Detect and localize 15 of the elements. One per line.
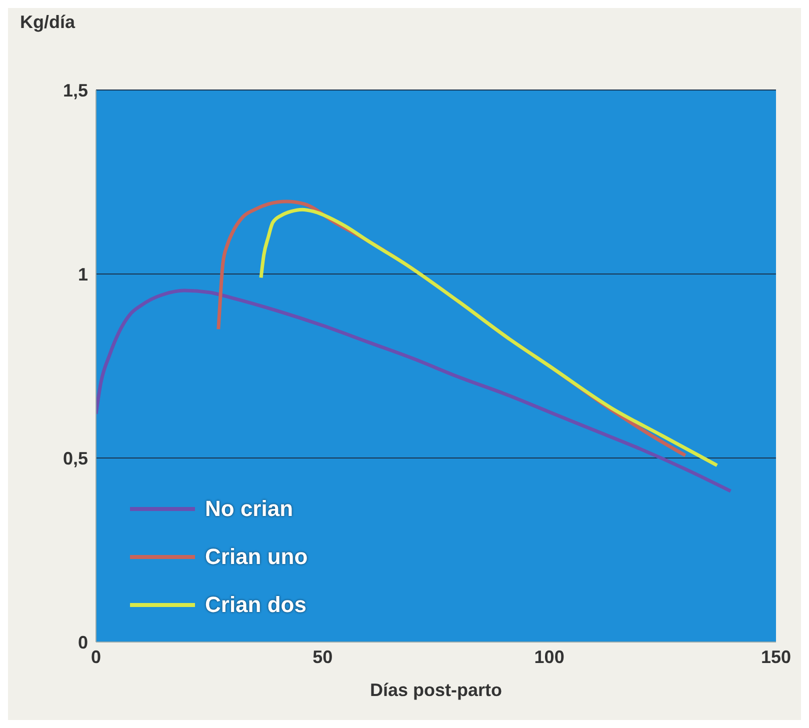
x-tick-label: 0 xyxy=(90,646,102,667)
legend-label: Crian dos xyxy=(205,592,306,618)
line-series xyxy=(259,208,719,468)
y-tick-label: 0 xyxy=(78,632,88,652)
y-tick-label: 1 xyxy=(78,264,88,284)
x-tick-label: 150 xyxy=(760,646,792,667)
x-axis-title: Días post-parto xyxy=(370,680,502,700)
y-axis-title: Kg/día xyxy=(20,12,76,33)
y-tick-label: 1,5 xyxy=(62,80,88,100)
y-tick-label: 0,5 xyxy=(62,448,88,468)
x-tick-label: 100 xyxy=(534,646,564,667)
legend-label: No crian xyxy=(205,496,294,522)
line-series xyxy=(96,288,732,493)
x-tick-label: 50 xyxy=(312,646,333,667)
legend-label: Crian uno xyxy=(205,544,308,570)
